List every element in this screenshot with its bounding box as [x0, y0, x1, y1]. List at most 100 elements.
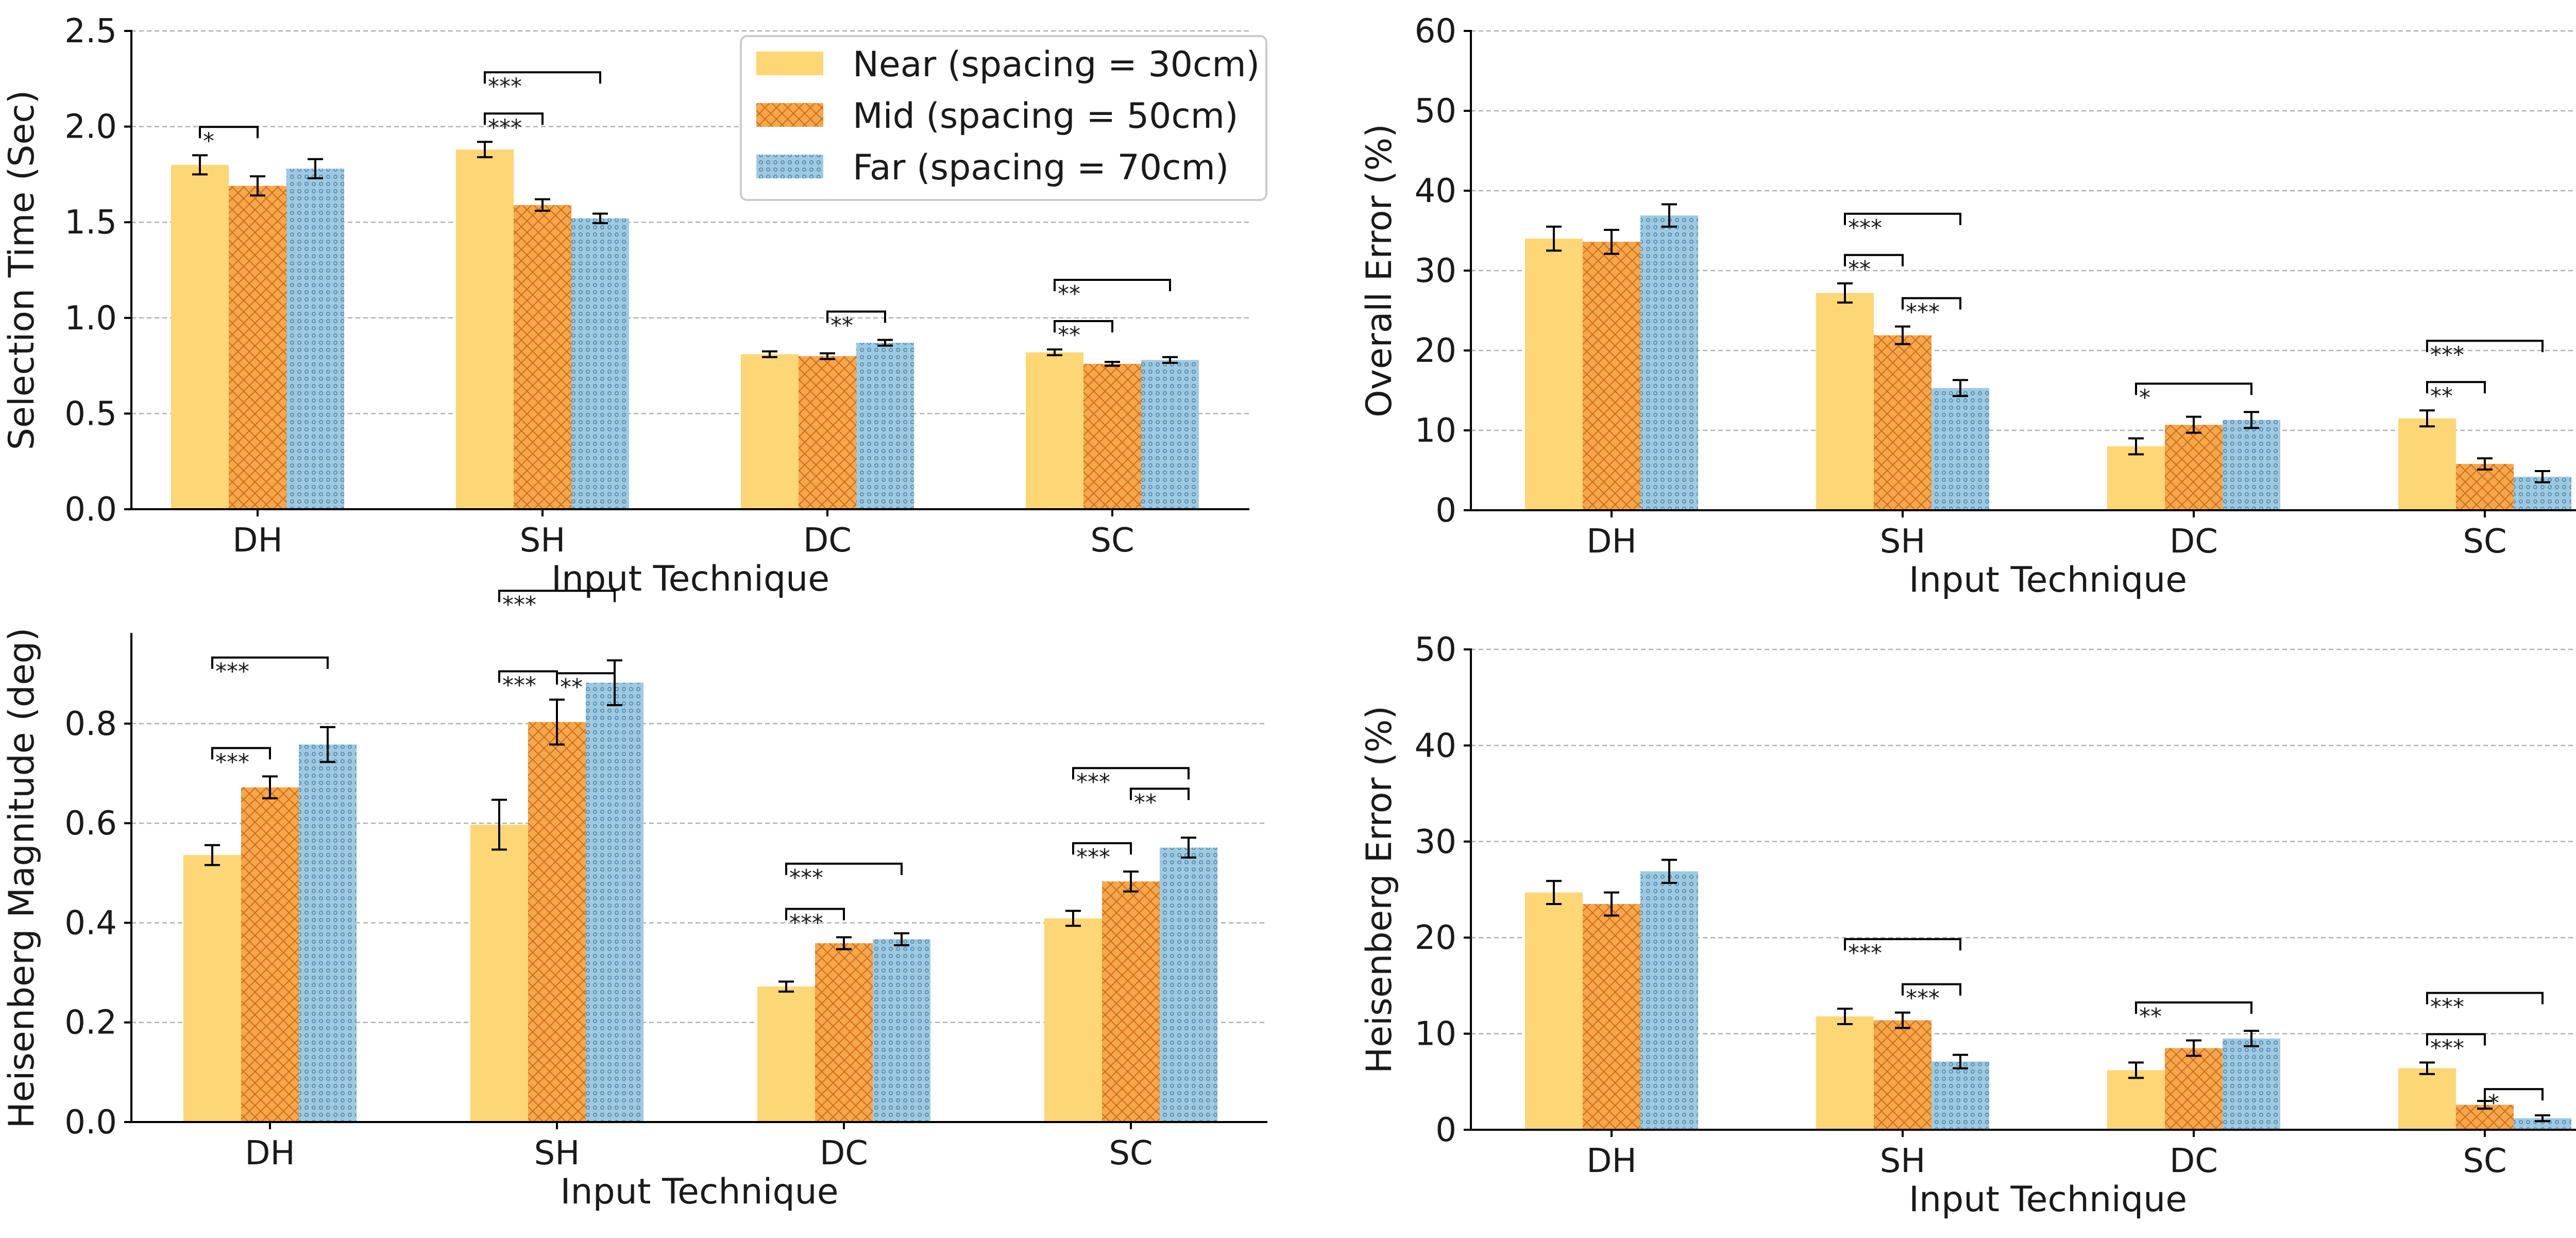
significance-label: ***	[789, 910, 823, 936]
y-tick-label: 10	[1415, 412, 1456, 450]
significance-label: ***	[1848, 940, 1882, 966]
y-axis-label: Heisenberg Magnitude (deg)	[2, 628, 42, 1129]
bar-near-sh	[1816, 293, 1874, 510]
bar-far-sc	[1160, 847, 1217, 1122]
significance-label: **	[560, 674, 583, 700]
bar-far-sc	[2514, 1118, 2571, 1130]
significance-bracket	[1902, 297, 1961, 310]
bar-mid-sh	[528, 722, 586, 1122]
bar-near-dh	[183, 855, 241, 1122]
significance-bracket	[1130, 788, 1190, 800]
bar-mid-dc	[2165, 425, 2223, 510]
significance-label: **	[2139, 1003, 2162, 1030]
y-tick-label: 0.8	[64, 705, 117, 743]
significance-bracket	[1902, 983, 1961, 996]
significance-label: **	[2430, 383, 2453, 409]
bar-far-dc	[2223, 420, 2280, 510]
bar-near-sc	[1044, 918, 1102, 1122]
x-tick-label: DH	[232, 522, 282, 560]
bar-far-dc	[856, 343, 914, 509]
x-axis-label: Input Technique	[560, 1172, 838, 1212]
bar-mid-dh	[1583, 904, 1640, 1130]
bar-mid-dc	[799, 356, 856, 509]
significance-label: ***	[1906, 985, 1940, 1012]
y-axis-label: Selection Time (Sec)	[2, 90, 42, 450]
x-axis-label: Input Technique	[551, 559, 829, 599]
significance-bracket	[785, 908, 845, 921]
bar-near-sc	[2398, 1068, 2456, 1130]
y-tick-label: 0.4	[64, 904, 117, 942]
significance-bracket	[2484, 1088, 2544, 1101]
significance-bracket	[1844, 212, 1961, 225]
legend-label-far: Far (spacing = 70cm)	[853, 147, 1229, 188]
y-tick-label: 1.0	[64, 299, 117, 338]
x-tick-label: SC	[1090, 522, 1134, 560]
bar-mid-sh	[1874, 335, 1931, 510]
bar-far-dh	[299, 744, 357, 1122]
significance-label: ***	[488, 114, 522, 141]
significance-label: ***	[2430, 342, 2464, 368]
bar-near-sc	[1026, 352, 1083, 509]
significance-bracket	[826, 310, 886, 323]
bar-mid-dh	[1583, 242, 1640, 510]
significance-bracket	[484, 71, 601, 84]
bar-near-dc	[2107, 1070, 2165, 1130]
bar-far-sh	[571, 218, 629, 509]
significance-bracket	[2426, 340, 2544, 353]
bar-mid-sc	[1102, 881, 1160, 1122]
bar-near-sh	[1816, 1016, 1874, 1130]
bar-mid-sh	[514, 205, 571, 509]
significance-label: *	[2488, 1090, 2499, 1116]
y-axis-label: Overall Error (%)	[1359, 124, 1400, 417]
x-tick-label: SC	[2463, 1142, 2506, 1180]
x-tick-label: SH	[1880, 1142, 1926, 1180]
y-tick-label: 60	[1415, 12, 1456, 51]
bar-near-sc	[2398, 418, 2456, 510]
x-tick-label: DC	[803, 522, 852, 560]
significance-bracket	[2135, 382, 2252, 395]
y-tick-label: 0.2	[64, 1004, 117, 1042]
bar-far-dc	[873, 939, 930, 1122]
y-tick-label: 30	[1415, 823, 1456, 861]
y-axis-label: Heisenberg Error (%)	[1359, 706, 1400, 1074]
y-tick-label: 20	[1415, 332, 1456, 370]
significance-label: *	[2139, 384, 2150, 411]
bar-near-dh	[1525, 892, 1583, 1130]
significance-label: ***	[1848, 215, 1882, 241]
significance-bracket	[484, 112, 544, 125]
bar-mid-dc	[815, 943, 873, 1122]
significance-bracket	[2426, 992, 2544, 1005]
bar-mid-dh	[229, 186, 286, 509]
x-tick-label: SH	[520, 522, 566, 560]
y-tick-label: 10	[1415, 1015, 1456, 1053]
bar-far-sh	[586, 682, 643, 1122]
significance-bracket	[1072, 842, 1132, 855]
bar-mid-sc	[2456, 464, 2514, 510]
significance-label: **	[1058, 281, 1080, 307]
y-tick-label: 40	[1415, 172, 1456, 210]
x-tick-label: DC	[2170, 523, 2218, 561]
significance-bracket	[211, 747, 271, 760]
x-tick-label: DC	[2170, 1142, 2218, 1180]
bar-mid-dh	[241, 787, 299, 1122]
significance-bracket	[1054, 279, 1171, 292]
y-tick-label: 20	[1415, 919, 1456, 957]
legend-swatch-far	[756, 155, 823, 178]
bar-mid-sh	[1874, 1020, 1931, 1130]
x-tick-label: SH	[1880, 523, 1926, 561]
significance-label: **	[1058, 322, 1080, 348]
significance-bracket	[1844, 938, 1961, 951]
legend-swatch-near	[756, 52, 823, 75]
significance-bracket	[1072, 767, 1190, 780]
bar-near-dh	[171, 164, 229, 510]
bar-mid-sc	[1083, 363, 1141, 509]
bar-far-sh	[1931, 1061, 1989, 1130]
significance-bracket	[2135, 1001, 2252, 1014]
legend-swatch-mid	[756, 103, 823, 127]
significance-bracket	[498, 590, 616, 603]
significance-label: **	[1848, 256, 1871, 282]
significance-bracket	[1054, 320, 1113, 333]
y-tick-label: 50	[1415, 92, 1456, 130]
